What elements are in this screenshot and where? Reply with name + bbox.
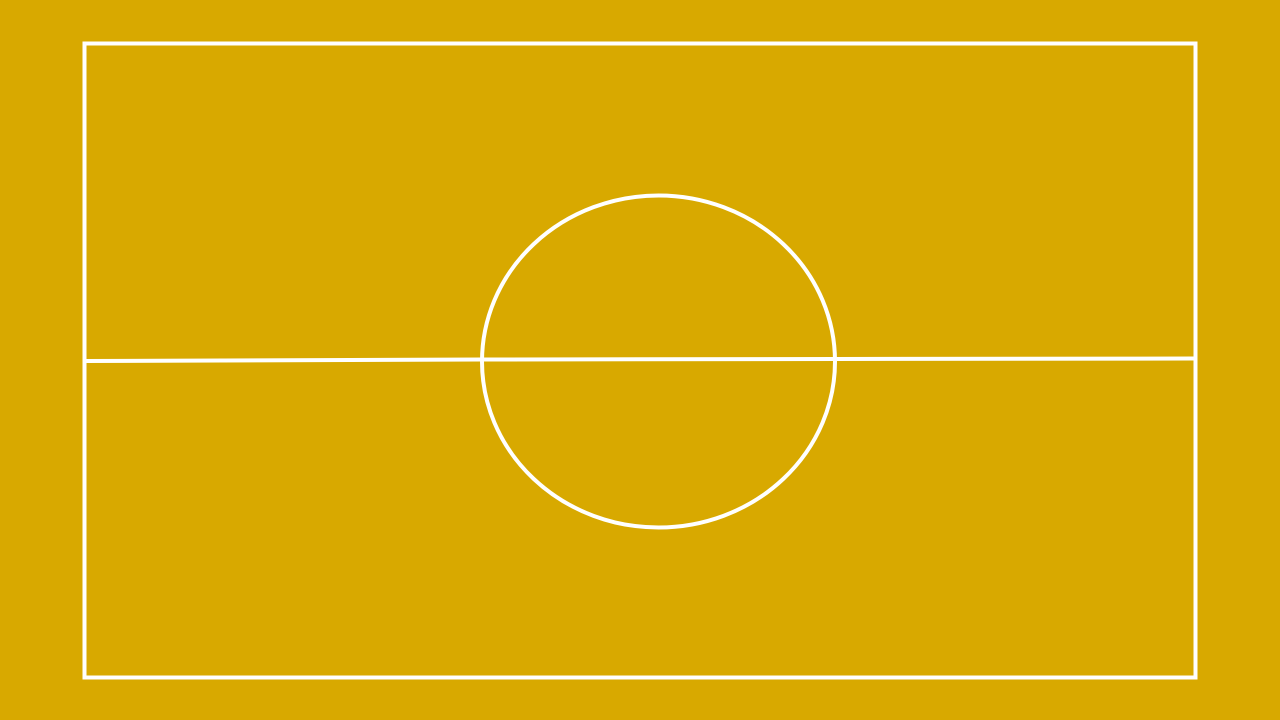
halfway-line — [85, 356, 1196, 363]
court-boundary — [82, 41, 1198, 680]
center-circle — [480, 193, 837, 530]
